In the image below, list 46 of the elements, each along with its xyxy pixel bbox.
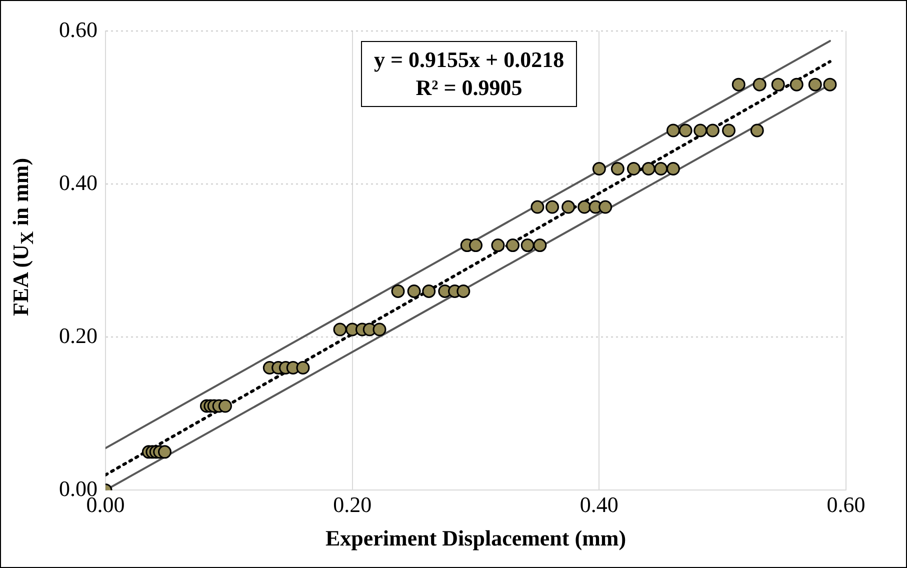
y-tick-label: 0.40 — [59, 170, 98, 195]
point — [533, 238, 547, 252]
point — [642, 162, 656, 176]
point — [520, 238, 534, 252]
annotation: y = 0.9155x + 0.0218 — [374, 46, 564, 74]
point — [578, 200, 592, 214]
point — [469, 238, 482, 252]
point — [732, 78, 746, 92]
point — [808, 78, 822, 92]
point — [750, 124, 764, 138]
point — [296, 360, 310, 374]
annotation: R² = 0.9905 — [414, 74, 524, 102]
point — [422, 284, 436, 298]
point — [598, 200, 612, 214]
x-tick-label: 0.20 — [333, 492, 372, 518]
point — [491, 238, 505, 252]
point — [407, 284, 421, 298]
point — [456, 284, 470, 298]
point — [678, 124, 692, 138]
point — [823, 78, 837, 92]
point — [158, 445, 172, 459]
point — [333, 322, 347, 336]
point — [771, 78, 785, 92]
point — [546, 200, 560, 214]
point — [752, 78, 766, 92]
point — [372, 322, 386, 336]
point — [506, 238, 520, 252]
point — [706, 124, 720, 138]
point — [562, 200, 576, 214]
point — [654, 162, 668, 176]
point — [666, 124, 680, 138]
point — [610, 162, 624, 176]
point — [391, 284, 405, 298]
point — [790, 78, 804, 92]
x-tick-label: 0.60 — [826, 492, 866, 518]
point — [530, 200, 544, 214]
x-axis-title: Experiment Displacement (mm) — [325, 525, 626, 550]
point — [722, 124, 736, 138]
point — [218, 399, 232, 413]
point — [592, 162, 606, 176]
point — [666, 162, 680, 176]
y-tick-label: 0.60 — [59, 16, 98, 42]
point — [626, 162, 640, 176]
y-tick-label: 0.20 — [59, 322, 98, 348]
point — [694, 124, 708, 138]
x-tick-label: 0.40 — [580, 492, 618, 518]
